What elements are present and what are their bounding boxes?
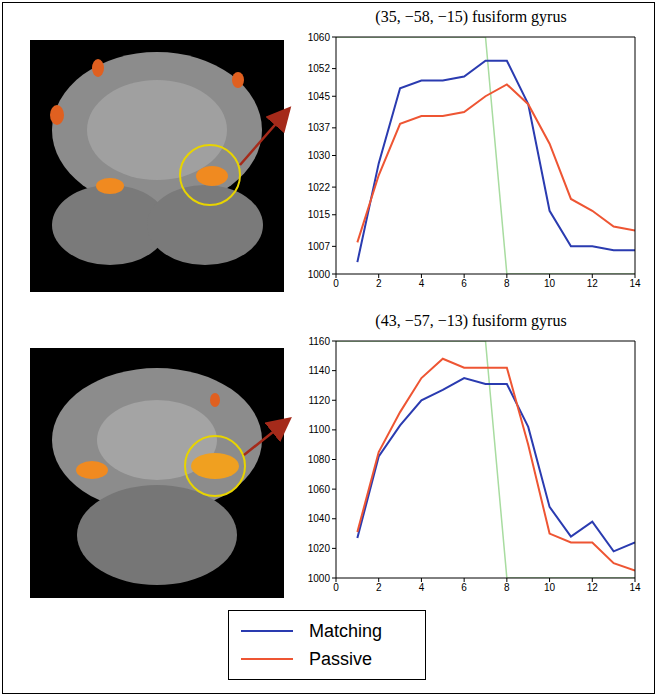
svg-text:1060: 1060 (308, 32, 331, 43)
svg-text:1007: 1007 (308, 241, 331, 252)
svg-text:12: 12 (587, 278, 599, 289)
svg-text:1000: 1000 (308, 269, 331, 280)
html-text:(35, −58, −15) fusiform gyrus: (35, −58, −15) fusiform gyrus (375, 8, 567, 25)
svg-text:10: 10 (544, 278, 556, 289)
svg-text:1080: 1080 (308, 454, 331, 465)
svg-text:1045: 1045 (308, 91, 331, 102)
html-text:Matching: Matching (309, 620, 382, 641)
svg-text:1120: 1120 (308, 395, 330, 406)
svg-text:10: 10 (544, 582, 556, 593)
svg-text:1037: 1037 (308, 122, 331, 133)
svg-text:0: 0 (333, 278, 339, 289)
svg-text:1022: 1022 (308, 182, 331, 193)
svg-text:1060: 1060 (308, 484, 331, 495)
html-text:Passive: Passive (309, 648, 372, 669)
svg-text:1000: 1000 (308, 573, 331, 584)
svg-text:8: 8 (504, 582, 510, 593)
svg-text:1030: 1030 (308, 150, 331, 161)
svg-text:0: 0 (333, 582, 339, 593)
svg-text:1015: 1015 (308, 209, 331, 220)
svg-text:6: 6 (461, 278, 467, 289)
svg-text:1020: 1020 (308, 543, 331, 554)
html-text:(43, −57, −13) fusiform gyrus: (43, −57, −13) fusiform gyrus (375, 312, 567, 329)
svg-text:1100: 1100 (308, 424, 330, 435)
svg-text:14: 14 (629, 582, 641, 593)
svg-text:1140: 1140 (308, 365, 330, 376)
svg-text:2: 2 (376, 582, 382, 593)
svg-text:1052: 1052 (308, 63, 331, 74)
svg-text:2: 2 (376, 278, 382, 289)
svg-text:6: 6 (461, 582, 467, 593)
svg-text:8: 8 (504, 278, 510, 289)
svg-text:1160: 1160 (308, 336, 330, 347)
svg-text:4: 4 (419, 278, 425, 289)
svg-text:14: 14 (629, 278, 641, 289)
svg-text:4: 4 (419, 582, 425, 593)
svg-text:1040: 1040 (308, 513, 331, 524)
svg-text:12: 12 (587, 582, 599, 593)
